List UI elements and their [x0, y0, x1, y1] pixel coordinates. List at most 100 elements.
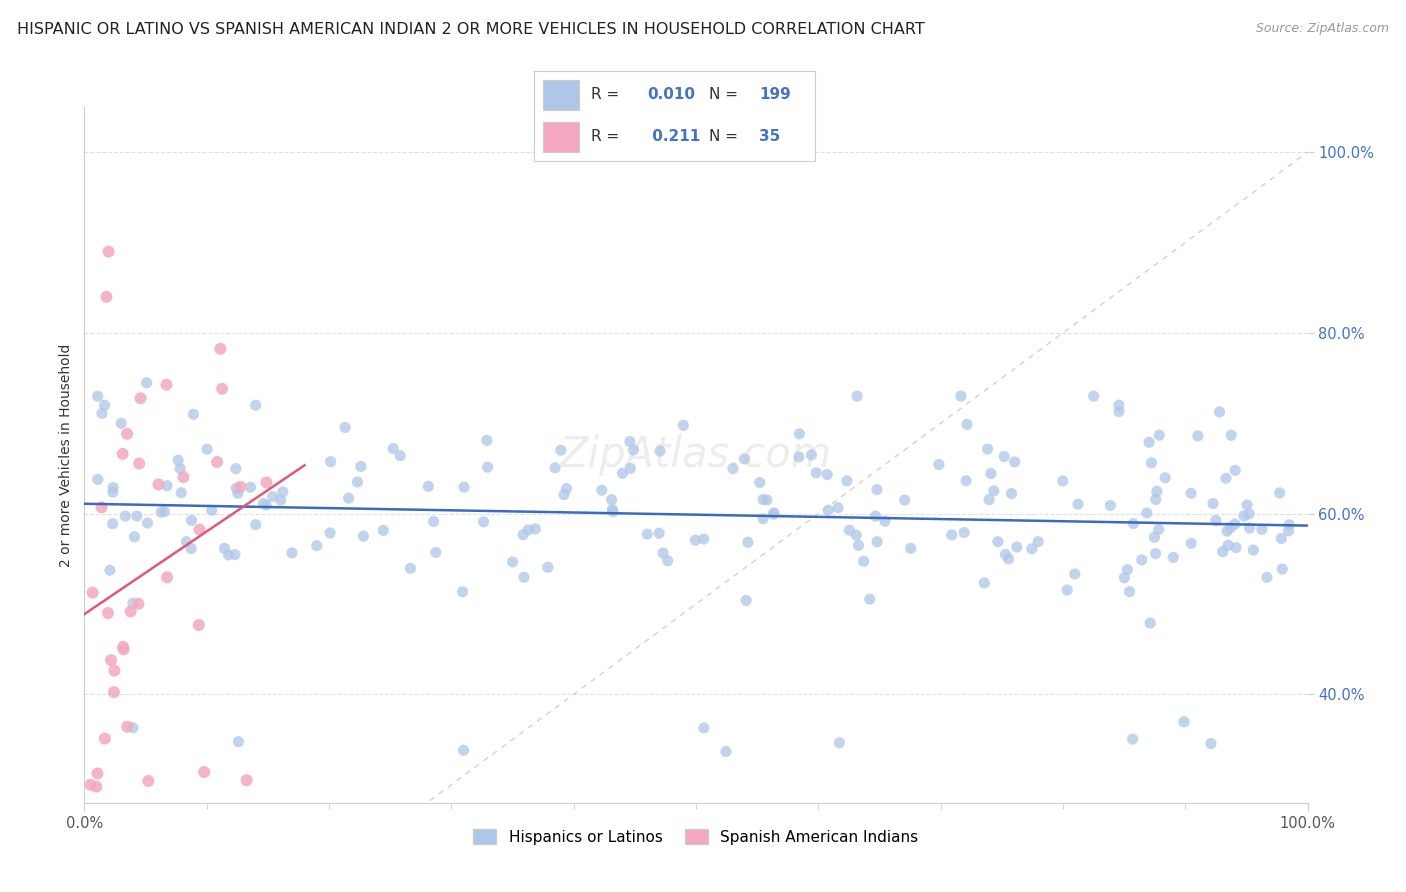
Point [827, 500, 849, 515]
Point [477, 460, 499, 475]
Text: Source: ZipAtlas.com: Source: ZipAtlas.com [1256, 22, 1389, 36]
Point [319, 455, 342, 469]
Point [859, 592, 882, 607]
Point [1146, 484, 1168, 499]
Point [115, 426, 138, 441]
Point [188, 523, 211, 537]
Point [517, 523, 540, 537]
Point [1216, 538, 1239, 552]
Point [838, 523, 860, 537]
Point [835, 474, 858, 488]
Point [1225, 541, 1247, 555]
Point [636, 527, 658, 541]
Point [96, 290, 118, 304]
Point [129, 391, 152, 405]
Point [101, 516, 124, 531]
Point [1144, 547, 1167, 561]
Point [97, 606, 120, 620]
Point [1000, 486, 1022, 500]
Point [1180, 486, 1202, 500]
Point [124, 530, 146, 544]
Point [1122, 732, 1144, 747]
Point [225, 461, 247, 475]
Point [1271, 562, 1294, 576]
Point [1205, 514, 1227, 528]
Point [1277, 524, 1299, 538]
Point [1223, 517, 1246, 532]
Point [1149, 428, 1171, 442]
Point [949, 389, 972, 403]
Point [127, 597, 149, 611]
Point [513, 570, 536, 584]
Point [755, 492, 778, 507]
Point [1108, 404, 1130, 418]
Text: R =: R = [591, 129, 619, 145]
Point [1114, 571, 1136, 585]
Point [337, 491, 360, 506]
Point [1130, 553, 1153, 567]
Point [382, 442, 405, 456]
Point [333, 420, 356, 434]
Point [254, 498, 277, 512]
Point [121, 596, 143, 610]
Point [752, 492, 775, 507]
Point [224, 548, 246, 562]
FancyBboxPatch shape [543, 122, 579, 152]
Point [1005, 540, 1028, 554]
Text: 35: 35 [759, 129, 780, 145]
Point [1199, 737, 1222, 751]
Point [806, 466, 828, 480]
Point [115, 720, 138, 734]
Point [977, 492, 1000, 507]
Point [1136, 506, 1159, 520]
Point [422, 515, 444, 529]
Point [1219, 521, 1241, 535]
Point [846, 389, 869, 403]
Point [672, 418, 695, 433]
Point [1144, 492, 1167, 507]
Point [281, 546, 304, 560]
Point [135, 376, 157, 390]
Point [685, 533, 707, 548]
Point [828, 736, 851, 750]
Point [1063, 566, 1085, 581]
Point [866, 483, 889, 497]
Point [271, 485, 294, 500]
Point [319, 525, 342, 540]
Point [1026, 534, 1049, 549]
Point [150, 505, 173, 519]
Point [1116, 563, 1139, 577]
Point [987, 534, 1010, 549]
Point [591, 483, 613, 498]
Point [1241, 543, 1264, 558]
Point [252, 496, 274, 510]
Point [193, 765, 215, 780]
Point [1056, 582, 1078, 597]
Point [86, 780, 108, 794]
Point [270, 493, 292, 508]
Point [787, 450, 810, 464]
Point [1237, 507, 1260, 521]
Point [1173, 714, 1195, 729]
Point [235, 773, 257, 788]
Point [1212, 544, 1234, 558]
Text: 0.010: 0.010 [647, 87, 695, 103]
Point [1268, 486, 1291, 500]
Point [170, 485, 193, 500]
Point [657, 554, 679, 568]
Point [553, 487, 575, 501]
Point [1220, 428, 1243, 442]
Point [183, 407, 205, 421]
Point [721, 461, 744, 475]
Point [1250, 522, 1272, 536]
Point [245, 517, 267, 532]
Point [101, 485, 124, 500]
Point [848, 538, 870, 552]
Text: 199: 199 [759, 87, 792, 103]
Point [544, 460, 567, 475]
Point [472, 515, 495, 529]
Point [693, 532, 716, 546]
Point [602, 505, 624, 519]
Point [103, 685, 125, 699]
Point [475, 434, 498, 448]
